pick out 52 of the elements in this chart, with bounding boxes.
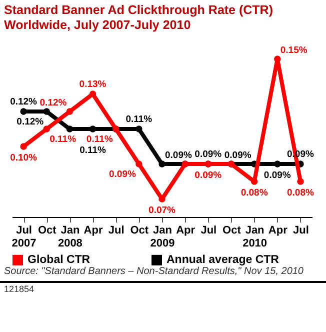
point bbox=[250, 178, 258, 185]
point bbox=[89, 90, 96, 98]
point bbox=[89, 126, 96, 132]
data-label: 0.09% bbox=[165, 150, 192, 161]
x-tick-label: Apr bbox=[176, 224, 196, 236]
data-label: 0.09% bbox=[264, 170, 292, 181]
x-tick-label: Oct bbox=[222, 224, 242, 236]
point bbox=[20, 143, 27, 150]
chart-title: Standard Banner Ad Clickthrough Rate (CTR) Worldwide, July 2007-July 2010 bbox=[3, 2, 274, 33]
legend-label: Annual average CTR bbox=[166, 254, 280, 266]
point bbox=[66, 108, 74, 115]
point bbox=[136, 160, 142, 168]
point bbox=[43, 108, 50, 115]
data-label: 0.11% bbox=[50, 134, 77, 145]
data-label: 0.09% bbox=[194, 149, 222, 160]
data-label: 0.07% bbox=[148, 205, 176, 216]
data-label: 0.09% bbox=[108, 169, 136, 180]
data-label: 0.09% bbox=[224, 150, 252, 161]
x-tick-label: Apr bbox=[268, 224, 288, 236]
x-tick-label: Jan 2010 bbox=[242, 224, 268, 250]
data-label: 0.11% bbox=[80, 145, 107, 156]
x-tick-label: Oct bbox=[38, 224, 57, 236]
legend-label: Global CTR bbox=[28, 254, 91, 266]
data-label: 0.11% bbox=[126, 114, 153, 125]
x-tick-label: Jul bbox=[200, 224, 217, 236]
point bbox=[297, 178, 304, 185]
data-label: 0.12% bbox=[16, 116, 44, 128]
point bbox=[20, 108, 27, 115]
point bbox=[136, 126, 142, 132]
data-label: 0.10% bbox=[10, 152, 38, 164]
data-label: 0.11% bbox=[86, 134, 114, 145]
text: 121854 bbox=[0, 281, 326, 295]
x-tick-label: Oct bbox=[130, 224, 149, 236]
data-label: 0.12% bbox=[40, 98, 68, 108]
x-tick-label: Jul bbox=[108, 224, 124, 236]
x-tick-label: Jul 2007 bbox=[12, 224, 36, 250]
source-note: Source: "Standard Banners – Non-Standard Results," Nov 15, 2010 bbox=[3, 266, 304, 278]
data-label: 0.08% bbox=[240, 188, 268, 198]
data-label: 0.09% bbox=[194, 170, 222, 181]
data-label: 0.13% bbox=[79, 79, 107, 90]
point bbox=[66, 126, 74, 132]
x-tick-label: Apr bbox=[84, 224, 104, 236]
x-tick-label: Jul bbox=[293, 224, 309, 236]
point bbox=[274, 56, 281, 62]
point bbox=[274, 160, 281, 168]
x-tick-label: Jan 2008 bbox=[58, 224, 82, 250]
data-label: 0.08% bbox=[286, 188, 314, 198]
point bbox=[43, 126, 50, 132]
x-tick-label: Jan 2009 bbox=[150, 224, 175, 250]
data-label: 0.15% bbox=[280, 45, 308, 56]
data-label: 0.12% bbox=[10, 96, 38, 108]
point bbox=[158, 160, 166, 168]
